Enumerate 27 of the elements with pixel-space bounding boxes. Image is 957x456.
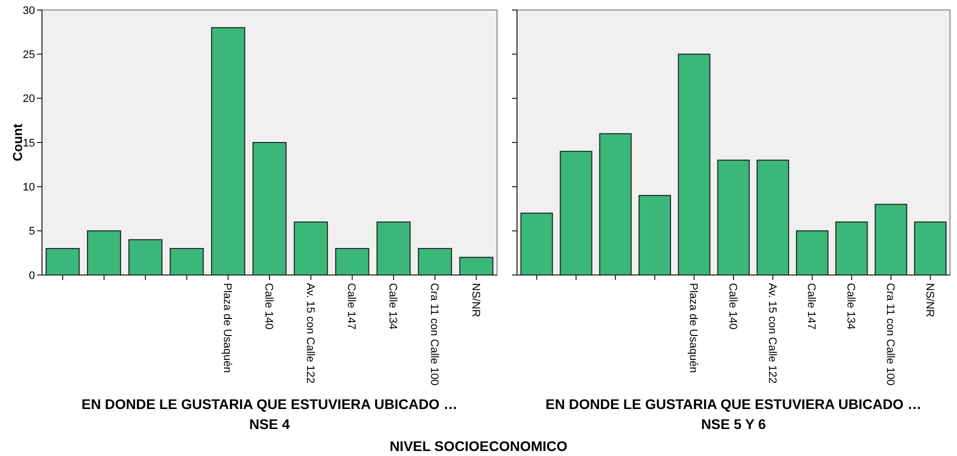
- x-tick-label: Av. 15 con Calle 122: [766, 283, 778, 384]
- x-tick-label: Calle 140: [262, 283, 274, 330]
- x-tick-label: Plaza de Usaquén: [221, 283, 234, 373]
- x-axis-title: EN DONDE LE GUSTARIA QUE ESTUVIERA UBICADO …: [546, 396, 922, 412]
- x-tick-label: NS/NR: [923, 283, 936, 318]
- x-tick-label: Calle 147: [345, 283, 358, 330]
- y-tick-label: 10: [22, 182, 35, 194]
- y-tick-label: 0: [28, 270, 35, 282]
- y-tick-label: 30: [22, 4, 35, 17]
- x-tick-label: Av. 15 con Calle 122: [304, 283, 316, 384]
- x-tick-label: Calle 140: [726, 283, 738, 330]
- x-tick-label: Calle 147: [805, 283, 818, 330]
- y-axis-title: Count: [10, 123, 25, 162]
- y-tick-label: 15: [22, 137, 35, 150]
- x-tick-label: Plaza de Usaquén: [687, 283, 700, 373]
- x-tick-label: Cra 11 con Calle 100: [428, 283, 440, 386]
- text: NIVEL SOCIOECONOMICO: [390, 438, 568, 454]
- text: NSE 4: [249, 416, 290, 432]
- x-tick-label: NS/NR: [469, 283, 482, 318]
- x-axis-title: EN DONDE LE GUSTARIA QUE ESTUVIERA UBICADO …: [82, 396, 458, 412]
- x-tick-label: Calle 134: [386, 283, 399, 330]
- x-tick-label: Calle 134: [844, 283, 857, 330]
- y-tick-label: 25: [22, 49, 35, 62]
- text: NSE 5 Y 6: [701, 416, 766, 432]
- x-tick-label: Cra 11 con Calle 100: [884, 283, 896, 386]
- y-tick-label: 5: [28, 226, 35, 238]
- y-tick-label: 20: [22, 93, 35, 106]
